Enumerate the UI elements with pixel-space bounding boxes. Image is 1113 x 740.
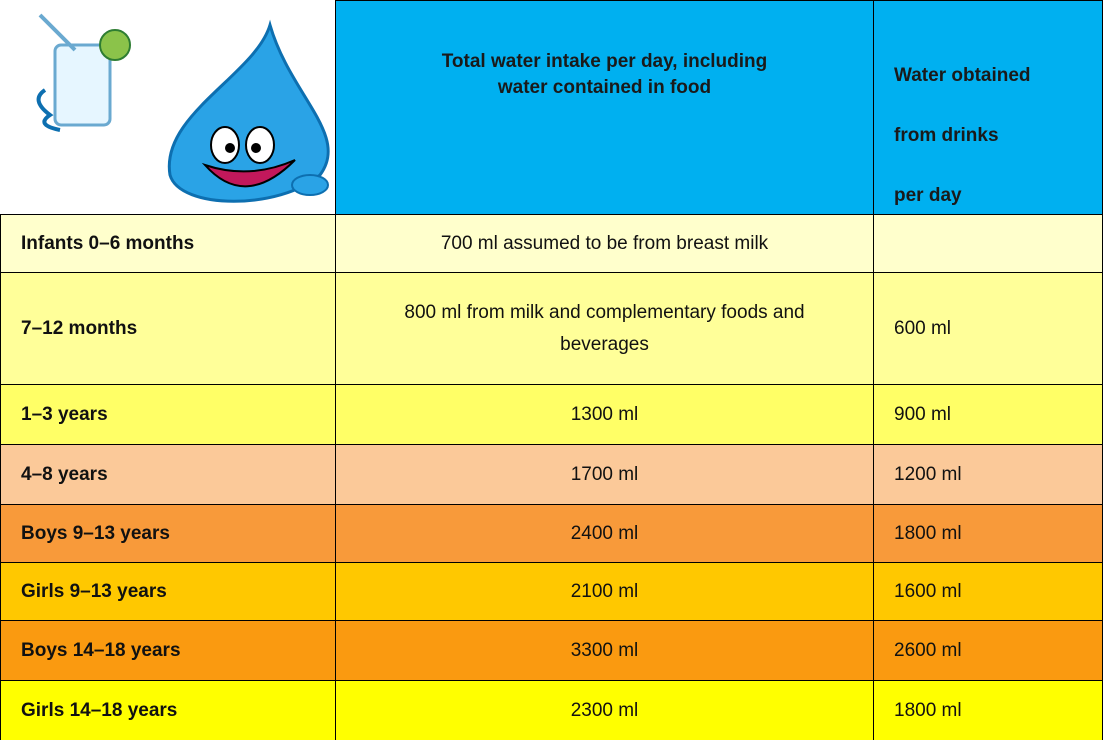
header-text: water contained in food <box>336 77 873 99</box>
water-drop-mascot <box>20 5 340 205</box>
table-cell: Boys 14–18 years <box>0 620 335 680</box>
table-cell: 1800 ml <box>873 680 1103 740</box>
header-cell: Total water intake per day, including wat… <box>335 0 873 214</box>
table-cell: 1–3 years <box>0 384 335 444</box>
table-cell: 1300 ml <box>335 384 873 444</box>
header-text: per day <box>894 185 962 207</box>
table-cell: 1200 ml <box>873 444 1103 504</box>
table-cell: 2100 ml <box>335 562 873 620</box>
table-cell <box>873 214 1103 272</box>
table-cell: 2600 ml <box>873 620 1103 680</box>
table-cell: Girls 14–18 years <box>0 680 335 740</box>
table-cell: 7–12 months <box>0 272 335 384</box>
table-cell: Infants 0–6 months <box>0 214 335 272</box>
table-cell: 3300 ml <box>335 620 873 680</box>
table-cell: 600 ml <box>873 272 1103 384</box>
table-cell: 1600 ml <box>873 562 1103 620</box>
header-text: Water obtained <box>894 65 1031 87</box>
table-cell: 900 ml <box>873 384 1103 444</box>
table-cell: 2300 ml <box>335 680 873 740</box>
table-cell: 1800 ml <box>873 504 1103 562</box>
table-cell: 1700 ml <box>335 444 873 504</box>
header-text: Total water intake per day, including <box>336 51 873 73</box>
table-cell: Boys 9–13 years <box>0 504 335 562</box>
header-cell: Water obtained from drinks per day <box>873 0 1103 214</box>
table-cell: Girls 9–13 years <box>0 562 335 620</box>
table-cell: 700 ml assumed to be from breast milk <box>335 214 873 272</box>
table-cell: 4–8 years <box>0 444 335 504</box>
header-text: from drinks <box>894 125 999 147</box>
page: Total water intake per day, including wat… <box>0 0 1113 733</box>
table-cell: 2400 ml <box>335 504 873 562</box>
table-cell: 800 ml from milk and complementary foods… <box>335 272 873 384</box>
